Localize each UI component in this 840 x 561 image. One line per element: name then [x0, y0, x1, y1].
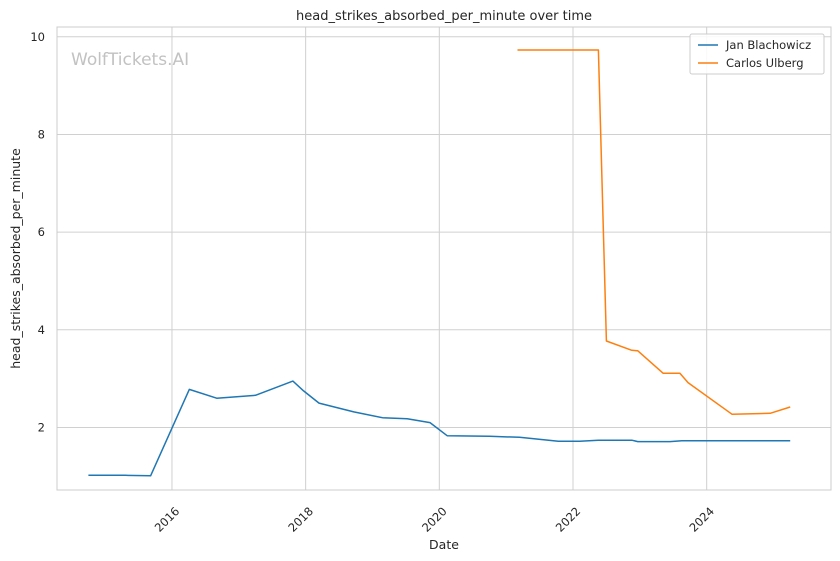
x-tick-label: 2020 [419, 504, 450, 535]
y-axis-label: head_strikes_absorbed_per_minute [8, 148, 23, 369]
series-line-1 [88, 380, 791, 477]
y-tick-label: 6 [38, 225, 45, 239]
legend: Jan Blachowicz Carlos Ulberg [689, 33, 825, 75]
legend-box [689, 33, 825, 75]
series-lines [88, 49, 791, 477]
y-tick-label: 4 [38, 323, 45, 337]
y-tick-label: 2 [38, 420, 45, 434]
y-tick-label: 8 [38, 127, 45, 141]
plot-frame [56, 26, 832, 491]
grid [57, 27, 831, 490]
series-line-2 [517, 49, 791, 416]
chart-title: head_strikes_absorbed_per_minute over ti… [296, 9, 592, 24]
x-tick-label: 2018 [285, 504, 316, 535]
x-tick-label: 2022 [553, 504, 584, 535]
legend-label: Jan Blachowicz [725, 38, 811, 52]
x-tick-label: 2016 [152, 504, 183, 535]
y-axis-ticks: 2 4 6 8 10 [30, 30, 45, 435]
x-tick-label: 2024 [686, 504, 717, 535]
x-axis-ticks: 2016 2018 2020 2022 2024 [152, 504, 717, 535]
y-tick-label: 10 [30, 30, 45, 44]
watermark: WolfTickets.AI [71, 50, 189, 70]
x-axis-label: Date [429, 537, 459, 552]
legend-label: Carlos Ulberg [726, 56, 804, 70]
